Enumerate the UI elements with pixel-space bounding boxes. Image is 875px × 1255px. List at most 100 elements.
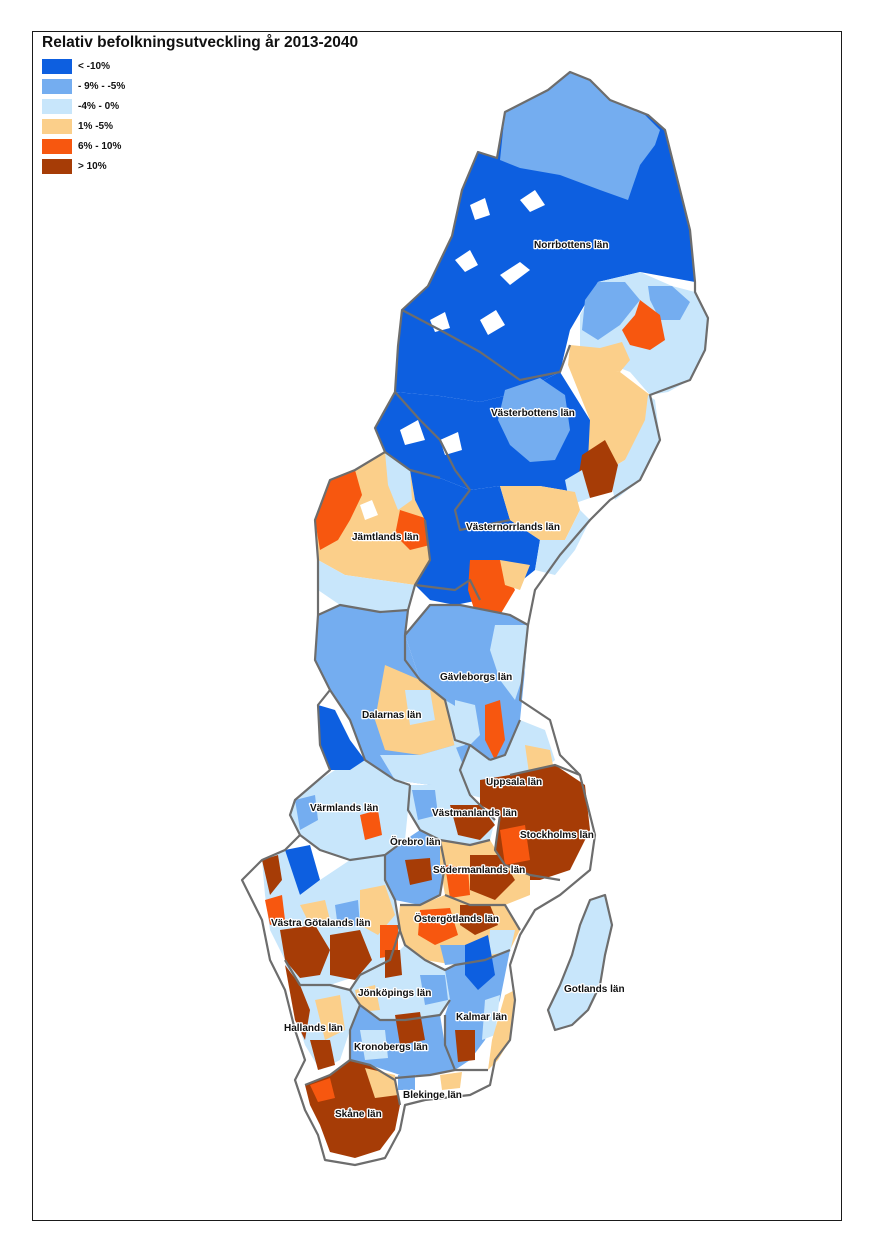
kron-w [360,1030,388,1060]
gavleborg-coast [490,625,528,700]
legend-item: < -10% [42,56,125,76]
norrbotten-coast-a [582,282,640,340]
vg-gbg [280,925,330,978]
vasterbotten-umea [578,440,618,498]
region-kalmar [445,935,515,1070]
halland-coast [285,965,310,1040]
jk-city [385,950,402,978]
jamtland-east [385,452,412,510]
sodermanland-w [445,865,470,898]
norrbotten-northtip [500,72,660,200]
varmland-karlstad [360,810,382,840]
stockholm-inner [500,825,530,865]
legend-label: 6% - 10% [78,140,122,152]
vasterbotten-coast [568,365,650,470]
vg-north [262,855,282,895]
vasternorrland-coast [535,510,590,575]
county-labels: Norrbottens län Västerbottens län Jämtla… [270,239,626,1122]
blek-w [398,1075,415,1090]
legend-item: 6% - 10% [42,136,125,156]
vg-east [360,885,395,935]
legend-item: - 9% - -5% [42,76,125,96]
region-stockholm [495,765,590,880]
label-blekinge: Blekinge län [403,1090,462,1101]
vasterbotten-coast-light [608,395,660,500]
legend-swatch [42,58,72,74]
vasternorrland-s [500,560,530,590]
legend-label: -4% - 0% [78,100,120,112]
map-title: Relativ befolkningsutveckling år 2013-20… [42,34,359,51]
varmland-north [318,705,365,770]
norrbotten-south [568,342,630,372]
region-vastra-gotaland [262,850,400,985]
label-gavleborg: Gävleborgs län [440,672,512,683]
label-orebro: Örebro län [390,835,441,848]
legend-label: - 9% - -5% [78,80,126,92]
gotland-base [548,895,612,1030]
label-sodermanland: Södermanlands län [433,865,525,876]
kalmar-oland [488,990,515,1070]
vg-trollhattan [300,900,330,925]
region-norrbotten [395,72,708,402]
kalmar-city [455,1030,475,1062]
skane-nw [310,1078,335,1102]
norrbotten-lulea [622,300,665,350]
orebro-city [405,858,432,885]
label-kalmar: Kalmar län [456,1012,507,1023]
halland-south [310,1040,335,1070]
jamtland-ostersund [395,510,430,550]
label-vastmanland: Västmanlands län [432,808,517,819]
legend-label: < -10% [78,60,110,72]
dalarna-falun [405,690,435,725]
label-vastra-gotaland: Västra Götalands län [271,918,370,929]
region-skane [305,1060,400,1158]
legend-label: 1% -5% [78,120,114,132]
label-gotland: Gotlands län [564,984,625,995]
legend-label: > 10% [78,160,107,172]
county-borders [240,70,710,1167]
region-vasterbotten [375,365,660,505]
og-linkoping [418,908,458,945]
blek-karlskrona [440,1072,462,1090]
label-jamtland: Jämtlands län [352,532,419,543]
region-vasternorrland [410,470,590,615]
map-frame [32,31,842,1221]
region-varmland [285,705,410,895]
jk-e [420,975,448,1005]
vg-mid [335,900,360,928]
region-halland [285,960,360,1070]
legend-swatch [42,138,72,154]
region-vastmanland [408,770,495,845]
vastmanland-vasteras [450,805,495,840]
kalmar-north [465,935,495,990]
region-dalarna [315,605,470,785]
vasterbotten-mid [498,378,570,462]
vasternorrland-ne [500,486,580,540]
label-halland: Hallands län [284,1023,343,1034]
legend-item: -4% - 0% [42,96,125,116]
label-vasternorrland: Västernorrlands län [466,522,560,533]
varmland-west [295,795,318,830]
vg-borås [330,930,372,980]
legend-swatch [42,98,72,114]
label-varmland: Värmlands län [310,803,378,814]
dalarna-east [445,700,465,748]
vg-coast-orange [265,895,285,925]
dalarna-south [380,745,465,785]
norrbotten-coast-b [648,286,690,320]
legend: < -10% - 9% - -5% -4% - 0% 1% -5% 6% - 1… [42,56,125,176]
label-stockholm: Stockholms län [520,830,594,841]
label-dalarna: Dalarnas län [362,710,421,721]
og-norrkoping [460,905,498,935]
label-norrbotten: Norrbottens län [534,240,608,251]
region-sodermanland [440,840,530,905]
gavleborg-hudik [485,700,505,760]
legend-swatch [42,78,72,94]
region-blekinge [395,1070,470,1095]
halland-inland [315,995,345,1040]
label-jonkoping: Jönköpings län [358,988,431,999]
label-kronoberg: Kronobergs län [354,1042,428,1053]
region-orebro [385,830,445,905]
jamtland-south [318,560,415,612]
